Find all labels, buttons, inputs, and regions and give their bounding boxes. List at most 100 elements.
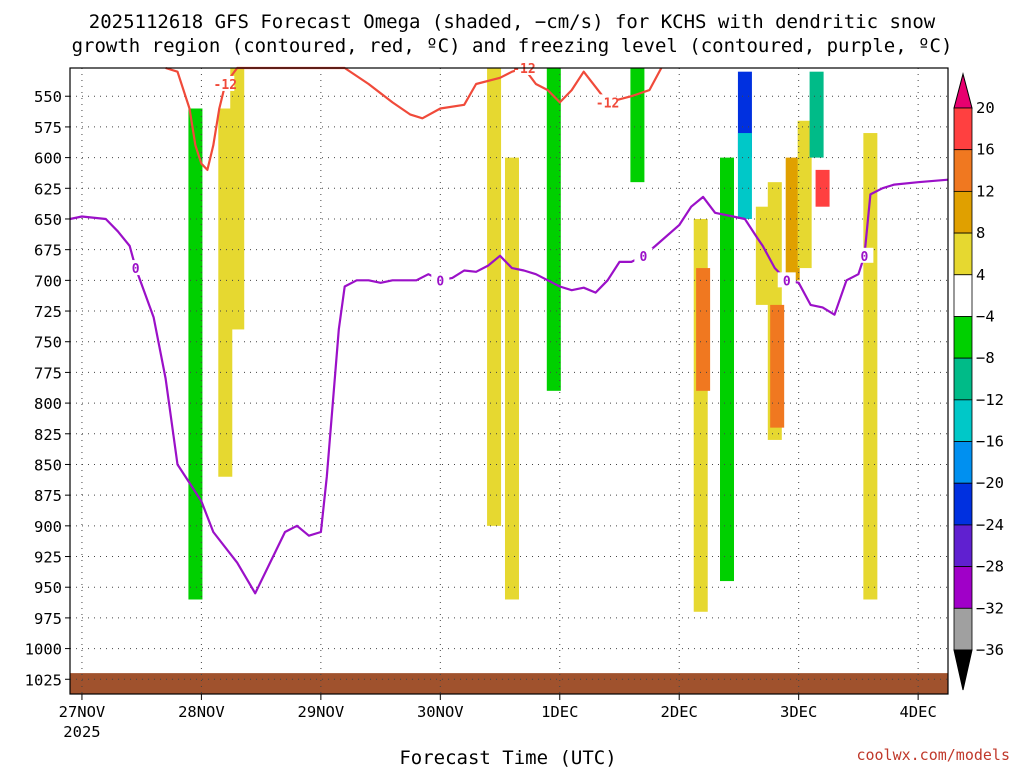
y-tick-label: 700 [34, 272, 62, 290]
contour-label-bg [634, 247, 653, 263]
colorbar-label: −28 [976, 558, 1004, 576]
minus12-contour [165, 66, 663, 171]
contour-label: 0 [436, 274, 444, 289]
omega-cell [797, 120, 812, 269]
colorbar-bottom-arrow [953, 649, 973, 691]
plot-frame [69, 67, 949, 695]
y-tick-label: 800 [34, 395, 62, 413]
colorbar-bin [953, 566, 973, 609]
colorbar-bin [953, 149, 973, 192]
x-tick-label: 3DEC [780, 703, 817, 721]
contour-label: -12 [596, 96, 619, 111]
colorbar-label: 8 [976, 224, 985, 242]
x-tick-label: 2DEC [661, 703, 698, 721]
ground-terrain [70, 673, 948, 694]
y-tick-label: 550 [34, 88, 62, 106]
y-axis: 550 575 600 625 650 675 700 725 750 775 800 825 850 8… [25, 88, 70, 689]
colorbar-label: −8 [976, 349, 995, 367]
omega-cell [737, 133, 752, 219]
contour-lines: -12 -12 -12 0 0 0 0 0 [69, 60, 949, 595]
y-tick-label: 1000 [25, 641, 62, 659]
colorbar-label: −12 [976, 391, 1004, 409]
contour-label-bg [216, 75, 235, 91]
x-axis: 27NOV 2025 28NOV 29NOV 30NOV 1DEC 2DEC 3DEC 4DEC [59, 694, 937, 741]
omega-cell [230, 68, 245, 330]
omega-cell [218, 108, 233, 477]
y-tick-label: 950 [34, 579, 62, 597]
x-tick-sublabel: 2025 [63, 723, 100, 741]
colorbar-bin [953, 107, 973, 151]
colorbar-label: 20 [976, 99, 995, 117]
colorbar-label: 12 [976, 182, 995, 200]
colorbar-bin [953, 441, 973, 484]
x-tick-label: 29NOV [298, 703, 345, 721]
omega-cell [630, 68, 645, 183]
colorbar-bin [953, 399, 973, 442]
y-tick-label: 675 [34, 242, 62, 260]
y-tick-label: 825 [34, 426, 62, 444]
colorbar-bin [953, 607, 973, 651]
omega-cell [696, 268, 711, 391]
colorbar-bin [953, 482, 973, 526]
colorbar-bin [953, 357, 973, 401]
omega-cell [815, 169, 830, 207]
y-tick-label: 650 [34, 211, 62, 229]
y-tick-label: 1025 [25, 671, 62, 689]
chart-title-line2: growth region (contoured, red, ºC) and f… [72, 35, 953, 57]
credit-text: coolwx.com/models [856, 746, 1010, 764]
contour-label: 0 [783, 274, 791, 289]
omega-cell [504, 157, 519, 600]
colorbar-top-arrow [953, 72, 973, 109]
grid-lines [70, 68, 948, 694]
colorbar-label: −24 [976, 516, 1004, 534]
contour-label: 0 [639, 250, 647, 265]
y-tick-label: 750 [34, 334, 62, 352]
contour-label-bg [598, 94, 617, 110]
omega-shading [70, 68, 948, 694]
y-tick-label: 850 [34, 456, 62, 474]
y-tick-label: 725 [34, 303, 62, 321]
colorbar-label: −20 [976, 474, 1004, 492]
colorbar-label: −36 [976, 641, 1004, 659]
y-tick-label: 575 [34, 119, 62, 137]
colorbar-label: −4 [976, 307, 995, 325]
colorbar-bin [953, 274, 973, 317]
omega-cell [487, 68, 502, 526]
y-tick-label: 875 [34, 487, 62, 505]
omega-cell [770, 304, 785, 428]
x-tick-label: 27NOV [59, 703, 106, 721]
colorbar-bin [953, 524, 973, 568]
contour-label: 0 [860, 250, 868, 265]
contour-label: -12 [214, 78, 237, 93]
y-tick-label: 925 [34, 549, 62, 567]
colorbar: 20 16 12 8 4 −4 −8 −12 −16 −20 −24 −28 −32 −36 [953, 72, 1004, 691]
x-tick-label: 28NOV [178, 703, 225, 721]
omega-cell [188, 108, 203, 600]
contour-label-bg [777, 272, 796, 288]
contour-label-bg [431, 272, 450, 288]
x-axis-label: Forecast Time (UTC) [399, 747, 616, 768]
omega-cell [785, 157, 800, 281]
y-tick-label: 600 [34, 150, 62, 168]
x-tick-label: 1DEC [541, 703, 578, 721]
x-tick-label: 4DEC [899, 703, 936, 721]
y-tick-label: 625 [34, 180, 62, 198]
contour-label: 0 [132, 262, 140, 277]
y-tick-label: 975 [34, 610, 62, 628]
omega-cell [546, 68, 561, 391]
colorbar-label: −16 [976, 433, 1004, 451]
omega-cell [809, 71, 824, 158]
colorbar-label: −32 [976, 599, 1004, 617]
chart-title-line1: 2025112618 GFS Forecast Omega (shaded, −… [89, 11, 936, 33]
colorbar-bin [953, 190, 973, 234]
colorbar-bin [953, 316, 973, 359]
y-tick-label: 775 [34, 364, 62, 382]
omega-cell [720, 157, 735, 582]
colorbar-bin [953, 232, 973, 276]
colorbar-label: 4 [976, 266, 985, 284]
contour-label-bg [855, 247, 874, 263]
contour-label-bg [126, 260, 145, 276]
x-tick-label: 30NOV [417, 703, 464, 721]
colorbar-label: 16 [976, 141, 995, 159]
